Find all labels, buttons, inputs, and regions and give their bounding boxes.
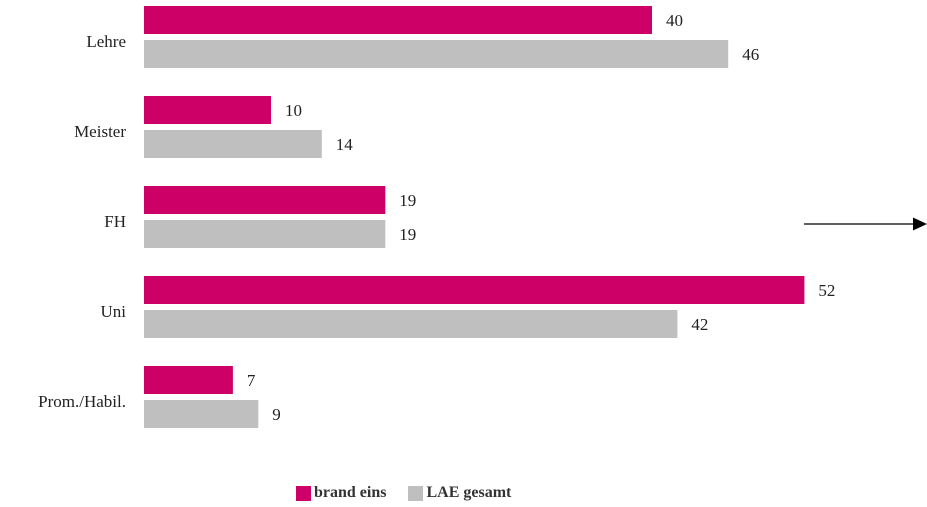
category-labels: Lehre Meister FH Uni Prom./Habil. — [38, 32, 126, 411]
bar-lae-gesamt-prom-habil — [144, 400, 259, 428]
bar-brand-eins-meister — [144, 96, 271, 124]
value-label-brand-eins-uni: 52 — [818, 281, 835, 300]
legend-item-brand-eins: brand eins — [296, 484, 386, 502]
value-labels: 40 46 10 14 19 19 52 42 79 — [247, 11, 836, 424]
bar-lae-gesamt-fh — [144, 220, 386, 248]
category-label-prom-habil: Prom./Habil. — [38, 392, 126, 411]
legend-swatch-brand-eins — [296, 485, 311, 501]
category-label-fh: FH — [104, 212, 126, 231]
legend-label-brand-eins: brand eins — [314, 484, 387, 501]
value-label-brand-eins-fh: 19 — [399, 191, 416, 210]
value-label-brand-eins-meister: 10 — [285, 101, 302, 120]
legend-item-lae-gesamt: LAE gesamt — [408, 484, 511, 502]
value-label-lae-gesamt-uni: 42 — [691, 315, 708, 334]
bar-lae-gesamt-uni — [144, 310, 678, 338]
value-label-lae-gesamt-prom-habil: 9 — [272, 405, 281, 424]
bar-lae-gesamt-lehre — [144, 40, 729, 68]
bars — [144, 6, 805, 428]
value-label-lae-gesamt-meister: 14 — [336, 135, 354, 154]
bar-brand-eins-lehre — [144, 6, 652, 34]
legend-label-lae-gesamt: LAE gesamt — [426, 484, 512, 501]
bar-brand-eins-prom-habil — [144, 366, 233, 394]
category-label-meister: Meister — [74, 122, 126, 141]
legend-swatch-lae-gesamt — [408, 485, 424, 501]
legend: brand eins LAE gesamt — [296, 484, 533, 502]
value-label-brand-eins-lehre: 40 — [666, 11, 683, 30]
category-label-uni: Uni — [101, 302, 127, 321]
value-label-brand-eins-prom-habil: 7 — [247, 371, 256, 390]
category-label-lehre: Lehre — [86, 32, 126, 51]
bar-brand-eins-uni — [144, 276, 805, 304]
value-label-lae-gesamt-lehre: 46 — [742, 45, 759, 64]
bar-brand-eins-fh — [144, 186, 386, 214]
arrow-right-icon — [804, 217, 927, 231]
bar-lae-gesamt-meister — [144, 130, 322, 158]
value-label-lae-gesamt-fh: 19 — [399, 225, 416, 244]
